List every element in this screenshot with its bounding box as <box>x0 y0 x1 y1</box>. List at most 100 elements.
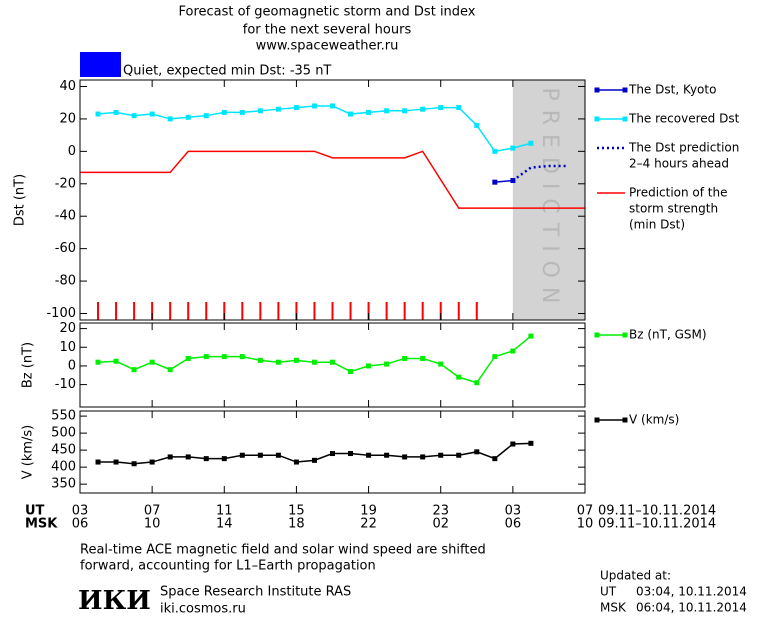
data-point <box>510 145 516 151</box>
prediction-zone <box>512 80 585 320</box>
plot-area <box>80 80 585 320</box>
y-axis-label: Dst (nT) <box>13 174 28 226</box>
status-box <box>80 52 121 77</box>
legend-marker <box>622 332 628 338</box>
data-point <box>384 108 390 114</box>
data-point <box>113 358 119 364</box>
y-tick-label: 350 <box>51 477 76 492</box>
updated-time: 06:04, 10.11.2014 <box>636 601 747 615</box>
legend-marker <box>594 116 600 122</box>
logo: ИКИ <box>78 586 151 616</box>
x-tick-label: 15 <box>288 504 305 519</box>
x-tick-label: 22 <box>360 517 377 532</box>
data-point <box>293 357 299 363</box>
data-point <box>167 367 173 373</box>
y-tick-label: 450 <box>51 443 76 458</box>
data-point <box>402 355 408 361</box>
y-tick-label: 40 <box>59 79 76 94</box>
data-point <box>167 116 173 122</box>
data-point <box>528 140 534 146</box>
data-point <box>239 354 245 360</box>
legend-label: V (km/s) <box>629 413 679 427</box>
y-tick-label: 550 <box>51 409 76 424</box>
data-point <box>95 111 101 117</box>
y-tick-label: 500 <box>51 426 76 441</box>
msk-dates: 09.11–10.11.2014 <box>598 517 716 532</box>
legend-marker <box>594 332 600 338</box>
data-point <box>330 359 335 365</box>
series-line <box>80 150 585 209</box>
data-point <box>149 459 155 465</box>
title-line: for the next several hours <box>243 23 412 38</box>
plot-area <box>80 323 585 407</box>
data-point <box>456 452 462 458</box>
series-line <box>512 164 567 182</box>
data-point <box>257 357 263 363</box>
data-point <box>113 109 119 115</box>
note-line: forward, accounting for L1–Earth propaga… <box>80 559 376 574</box>
data-point <box>510 348 516 354</box>
plot-frame <box>79 79 586 321</box>
data-point <box>492 354 498 360</box>
legend-label: The Dst prediction <box>628 141 739 155</box>
x-tick-label: 03 <box>72 504 89 519</box>
legend-label: Prediction of the <box>629 186 728 200</box>
x-tick-label: 10 <box>144 517 161 532</box>
x-tick-label: 18 <box>288 517 305 532</box>
institute-url: iki.cosmos.ru <box>160 602 246 617</box>
data-point <box>293 105 299 111</box>
data-point <box>384 361 390 367</box>
data-point <box>149 359 155 365</box>
status-label: Quiet, expected min Dst: -35 nT <box>123 64 331 79</box>
data-point <box>366 452 372 458</box>
note-line: Real-time ACE magnetic field and solar w… <box>80 543 486 558</box>
legend-label: 2–4 hours ahead <box>629 157 729 171</box>
y-tick-label: -100 <box>46 306 76 321</box>
data-point <box>95 459 101 465</box>
plot-frame <box>79 410 586 494</box>
data-point <box>311 457 317 463</box>
data-point <box>131 461 137 467</box>
data-point <box>474 122 480 128</box>
data-point <box>348 369 354 375</box>
data-point <box>492 148 498 154</box>
data-point <box>293 459 299 465</box>
x-tick-label: 11 <box>216 504 233 519</box>
y-tick-label: -80 <box>55 274 76 289</box>
data-point <box>221 354 227 360</box>
title-line: Forecast of geomagnetic storm and Dst in… <box>178 5 475 20</box>
data-point <box>257 452 263 458</box>
data-point <box>474 380 480 386</box>
y-tick-label: -20 <box>55 176 76 191</box>
data-point <box>239 109 245 115</box>
data-point <box>492 456 498 462</box>
y-tick-label: 20 <box>59 111 76 126</box>
y-axis-label: V (km/s) <box>21 425 36 480</box>
series-line <box>494 179 513 183</box>
ut-name: UT <box>25 504 45 519</box>
y-tick-label: 20 <box>59 321 76 336</box>
x-tick-label: 14 <box>216 517 233 532</box>
institute-name: Space Research Institute RAS <box>160 585 351 600</box>
data-point <box>167 454 173 460</box>
updated-label: Updated at: <box>600 569 671 583</box>
x-tick-label: 03 <box>505 504 522 519</box>
data-point <box>257 108 263 114</box>
data-point <box>474 449 480 455</box>
data-point <box>221 456 227 462</box>
data-point <box>311 103 317 109</box>
data-point <box>438 452 444 458</box>
data-point <box>420 355 426 361</box>
data-point <box>203 354 209 360</box>
x-tick-label: 07 <box>144 504 161 519</box>
data-point <box>510 441 516 447</box>
data-point <box>185 355 191 361</box>
legend-marker <box>594 417 600 423</box>
data-point <box>330 103 335 109</box>
data-point <box>402 454 408 460</box>
data-point <box>492 179 498 185</box>
data-point <box>149 111 155 117</box>
data-point <box>95 359 101 365</box>
data-point <box>438 105 444 111</box>
